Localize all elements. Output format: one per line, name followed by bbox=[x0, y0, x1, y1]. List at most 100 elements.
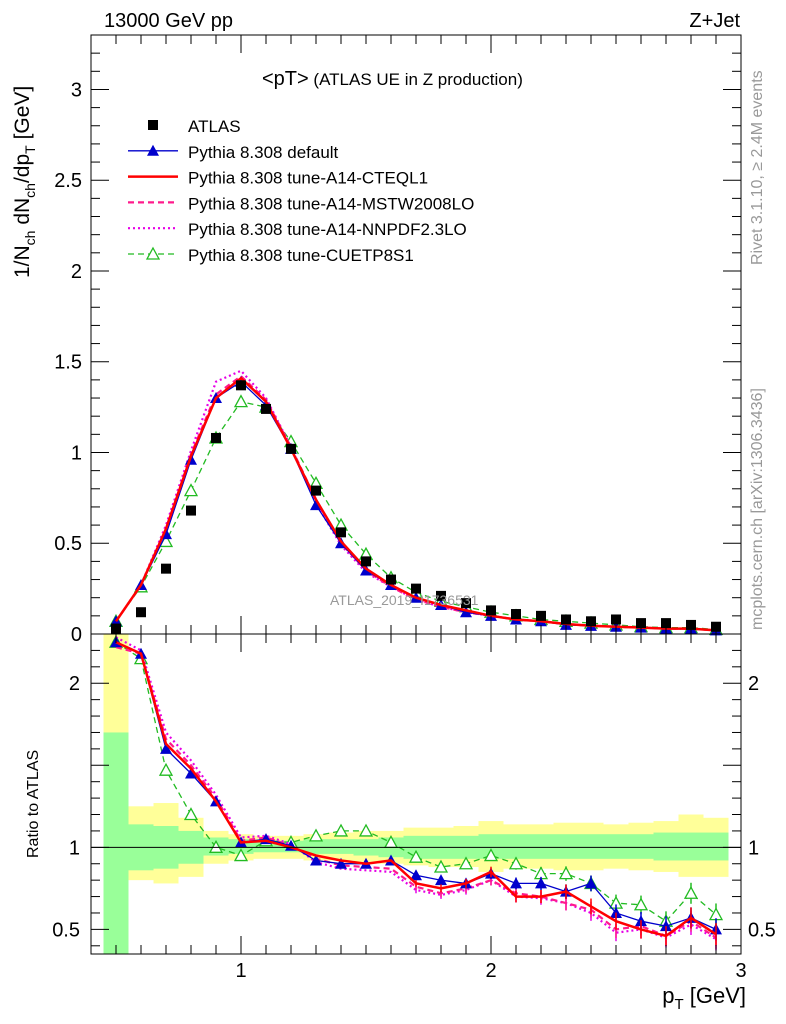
atlas-data-point bbox=[336, 527, 346, 538]
ratio-panel-series bbox=[108, 634, 724, 951]
band-green-bin bbox=[678, 832, 704, 861]
ratio-y-tick-label: 2 bbox=[69, 673, 80, 695]
x-tick-label: 1 bbox=[235, 960, 246, 982]
atlas-data-point bbox=[511, 609, 521, 620]
atlas-data-point bbox=[461, 598, 471, 609]
main-series-marker bbox=[460, 606, 472, 618]
atlas-data-point bbox=[636, 618, 646, 629]
ratio-y-tick-label-right: 0.5 bbox=[748, 919, 776, 941]
ratio-y-tick-label-right: 2 bbox=[748, 673, 759, 695]
analysis-watermark: ATLAS_2019_I1736531 bbox=[330, 592, 479, 608]
band-green-bin bbox=[603, 834, 629, 859]
ratio-series-marker bbox=[683, 885, 699, 899]
ratio-series-marker bbox=[585, 877, 597, 889]
mcplots-label: mcplots.cern.ch [arXiv:1306.3436] bbox=[749, 388, 766, 630]
ratio-series-marker bbox=[660, 920, 672, 932]
atlas-data-point bbox=[486, 605, 496, 616]
y-tick-label: 2 bbox=[71, 261, 82, 283]
band-green-bin bbox=[328, 839, 354, 854]
x-tick-label: 2 bbox=[485, 960, 496, 982]
y-tick-label: 1.5 bbox=[54, 352, 82, 374]
atlas-data-point bbox=[211, 432, 221, 443]
ratio-y-tick-label: 0.5 bbox=[52, 919, 80, 941]
ratio-series-marker bbox=[333, 823, 349, 837]
axis-ticks bbox=[90, 34, 742, 954]
legend-label: Pythia 8.308 default bbox=[188, 143, 339, 162]
band-green-bin bbox=[578, 834, 604, 859]
band-green-bin bbox=[528, 834, 554, 859]
ratio-series-marker bbox=[410, 869, 422, 881]
atlas-data-point bbox=[661, 618, 671, 629]
y-tick-label: 3 bbox=[71, 79, 82, 101]
ylabel-sub-c: T bbox=[22, 145, 38, 154]
x-tick-label: 3 bbox=[735, 960, 746, 982]
atlas-data-point bbox=[361, 556, 371, 567]
band-green-bin bbox=[303, 839, 329, 854]
atlas-data-point bbox=[311, 485, 321, 496]
band-green-bin bbox=[253, 840, 279, 853]
process-label: Z+Jet bbox=[689, 10, 740, 32]
plot-title: <pT> (ATLAS UE in Z production) bbox=[262, 68, 523, 90]
band-green-bin bbox=[503, 834, 529, 859]
atlas-data-point bbox=[411, 583, 421, 594]
legend-marker bbox=[147, 144, 159, 156]
ratio-series-marker bbox=[183, 807, 199, 821]
ratio-series-marker bbox=[433, 859, 449, 873]
legend-marker bbox=[148, 120, 158, 130]
legend-label: Pythia 8.308 tune-A14-NNPDF2.3LO bbox=[188, 220, 467, 239]
tick-labels: 00.511.522.530.5 0.51 12 21 2 3 bbox=[52, 79, 776, 982]
ratio-series-marker bbox=[458, 856, 474, 870]
xlabel-sub-a: T bbox=[674, 996, 683, 1013]
energy-label: 13000 GeV pp bbox=[104, 10, 233, 32]
atlas-data-point bbox=[161, 563, 171, 574]
main-series-marker bbox=[183, 483, 199, 497]
band-green-bin bbox=[653, 832, 679, 861]
band-green-bin bbox=[103, 732, 129, 954]
ratio-series-marker bbox=[160, 742, 172, 754]
plot-title-main: <pT> bbox=[262, 68, 309, 90]
ylabel-part-a: 1/N bbox=[11, 245, 34, 278]
ratio-series-marker bbox=[233, 848, 249, 862]
atlas-data-point bbox=[611, 614, 621, 625]
y-tick-label: 2.5 bbox=[54, 170, 82, 192]
ratio-series-marker bbox=[633, 897, 649, 911]
atlas-data-point bbox=[561, 614, 571, 625]
ratio-series-marker bbox=[158, 762, 174, 776]
main-series-marker bbox=[233, 394, 249, 408]
plot-title-sub: (ATLAS UE in Z production) bbox=[309, 70, 523, 89]
legend-label: Pythia 8.308 tune-CUETP8S1 bbox=[188, 246, 414, 265]
ylabel-sub-a: ch bbox=[22, 231, 38, 246]
ylabel-part-c: /dp bbox=[11, 154, 34, 183]
ylabel-part-d: [GeV] bbox=[11, 86, 34, 146]
atlas-data-point bbox=[236, 380, 246, 391]
ylabel-sub-b: ch bbox=[22, 183, 38, 198]
legend-label: Pythia 8.308 tune-A14-CTEQL1 bbox=[188, 169, 428, 188]
ratio-series-marker bbox=[610, 906, 622, 918]
ratio-series-marker bbox=[208, 839, 224, 853]
rivet-label: Rivet 3.1.10, ≥ 2.4M events bbox=[749, 70, 766, 265]
xlabel-part-a: p bbox=[662, 983, 674, 1008]
ratio-y-axis-label: Ratio to ATLAS bbox=[25, 750, 42, 858]
ratio-series-marker bbox=[483, 848, 499, 862]
atlas-data-point bbox=[686, 619, 696, 630]
ratio-series-marker bbox=[308, 828, 324, 842]
atlas-data-point bbox=[186, 505, 196, 516]
ratio-series-marker bbox=[408, 849, 424, 863]
y-tick-label: 0 bbox=[71, 624, 82, 646]
ratio-series-marker bbox=[358, 823, 374, 837]
legend-marker bbox=[145, 246, 161, 260]
ratio-series-marker bbox=[310, 854, 322, 866]
atlas-data-point bbox=[136, 607, 146, 618]
ratio-series-marker bbox=[335, 857, 347, 869]
legend: ATLAS Pythia 8.308 default Pythia 8.308 tu… bbox=[128, 117, 474, 265]
ratio-series-marker bbox=[435, 874, 447, 886]
ratio-y-tick-label-right: 1 bbox=[748, 837, 759, 859]
band-green-bin bbox=[553, 834, 579, 859]
main-series-marker bbox=[310, 499, 322, 511]
ratio-series-marker bbox=[535, 877, 547, 889]
ratio-series-marker bbox=[508, 856, 524, 870]
atlas-data-point bbox=[286, 443, 296, 454]
xlabel-part-b: [GeV] bbox=[684, 983, 746, 1008]
